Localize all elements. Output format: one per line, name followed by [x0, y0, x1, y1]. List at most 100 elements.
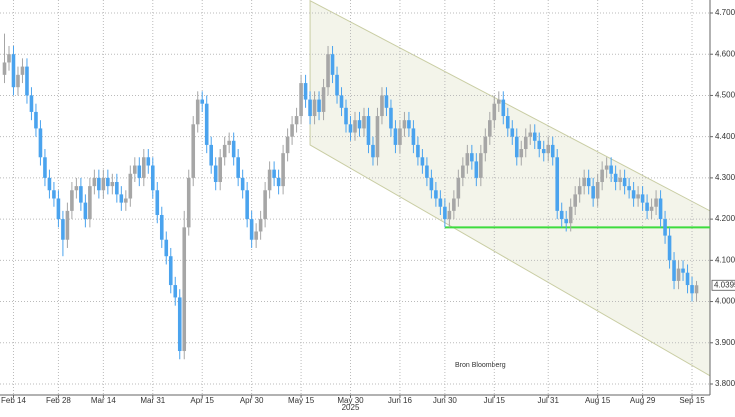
x-tick-label: Aug 15	[585, 396, 611, 405]
candle-body	[65, 210, 70, 240]
candle-body	[317, 99, 321, 112]
candle-body	[362, 116, 366, 129]
x-tick-label: Sep 15	[679, 396, 705, 405]
candle-body	[222, 144, 227, 158]
candle-body	[640, 194, 645, 203]
candle-body	[604, 165, 609, 170]
candle-body	[70, 190, 74, 211]
candle-body	[591, 186, 595, 199]
candle-body	[443, 206, 447, 220]
candle-body	[249, 219, 254, 240]
candle-body	[124, 198, 128, 203]
candle-body	[236, 157, 240, 178]
candle-body	[555, 157, 560, 211]
candle-body	[245, 190, 249, 220]
candle-body	[168, 256, 173, 286]
x-tick-label: May 15	[288, 396, 315, 405]
candle-body	[11, 54, 16, 88]
candle-body	[61, 219, 65, 240]
candle-body	[479, 153, 483, 178]
candle-body	[461, 165, 465, 178]
candle-body	[681, 268, 685, 273]
candle-body	[528, 132, 533, 137]
candle-body	[231, 140, 236, 158]
x-tick-label: May 30	[337, 396, 364, 405]
x-tick-label: Jul 31	[538, 396, 560, 405]
candle-body	[474, 161, 479, 178]
candle-body	[38, 128, 43, 158]
candle-body	[618, 177, 622, 183]
candle-body	[694, 285, 699, 294]
candle-body	[182, 227, 187, 352]
candle-body	[398, 128, 402, 145]
candle-body	[47, 177, 52, 191]
candle-body	[456, 177, 461, 199]
candle-body	[97, 177, 101, 191]
candle-body	[600, 169, 604, 183]
candle-body	[371, 144, 375, 158]
candle-body	[434, 190, 438, 199]
candle-body	[541, 149, 546, 154]
candle-body	[191, 124, 196, 178]
candle-body	[452, 198, 456, 211]
candle-body	[407, 120, 411, 129]
candle-body	[654, 198, 658, 207]
candle-body	[465, 153, 470, 166]
candle-body	[290, 124, 294, 137]
y-tick-label: 4.7000	[715, 8, 735, 17]
candle-body	[164, 239, 169, 257]
candle-body	[285, 136, 290, 154]
candle-body	[200, 99, 205, 104]
candle-body	[137, 165, 142, 178]
candle-body	[667, 235, 672, 261]
trend-channel	[309, 0, 711, 377]
candle-body	[609, 165, 613, 174]
candle-body	[564, 219, 569, 224]
candle-body	[209, 144, 214, 166]
candle-body	[348, 124, 353, 133]
price-box	[711, 279, 735, 291]
candle-body	[7, 54, 11, 63]
candle-body	[649, 206, 654, 211]
candle-body	[308, 99, 312, 117]
candle-body	[92, 177, 97, 187]
candle-body	[353, 120, 357, 133]
candle-body	[227, 140, 231, 145]
x-tick-label: Jul 15	[484, 396, 506, 405]
candle-body	[299, 83, 303, 117]
x-tick-label: Aug 29	[630, 396, 656, 405]
candle-body	[514, 136, 519, 158]
candle-body	[339, 95, 344, 108]
y-tick-label: 4.1000	[715, 255, 735, 264]
candle-body	[267, 169, 272, 191]
candle-body	[159, 214, 164, 240]
candle-body	[335, 74, 339, 96]
candle-body	[483, 136, 488, 154]
candle-body	[546, 144, 551, 154]
candle-body	[330, 54, 335, 75]
candle-body	[43, 157, 47, 178]
candle-body	[326, 54, 330, 88]
candle-body	[29, 95, 34, 112]
candle-body	[685, 272, 690, 286]
candle-body	[177, 297, 182, 352]
candle-body	[492, 103, 497, 121]
candle-body	[658, 198, 663, 220]
y-tick-label: 4.4000	[715, 132, 735, 141]
candle-body	[510, 128, 515, 137]
candle-body	[173, 285, 178, 298]
candle-body	[344, 107, 348, 125]
candle-body	[676, 268, 681, 281]
candle-body	[321, 87, 326, 112]
candle-body	[303, 83, 308, 100]
candle-body	[20, 66, 25, 75]
candle-body	[559, 210, 564, 220]
candle-body	[488, 120, 492, 137]
y-tick-label: 4.5000	[715, 91, 735, 100]
candle-body	[141, 157, 146, 178]
candle-body	[79, 186, 83, 203]
candle-body	[595, 182, 600, 199]
candle-body	[532, 132, 537, 141]
candle-body	[146, 157, 151, 166]
